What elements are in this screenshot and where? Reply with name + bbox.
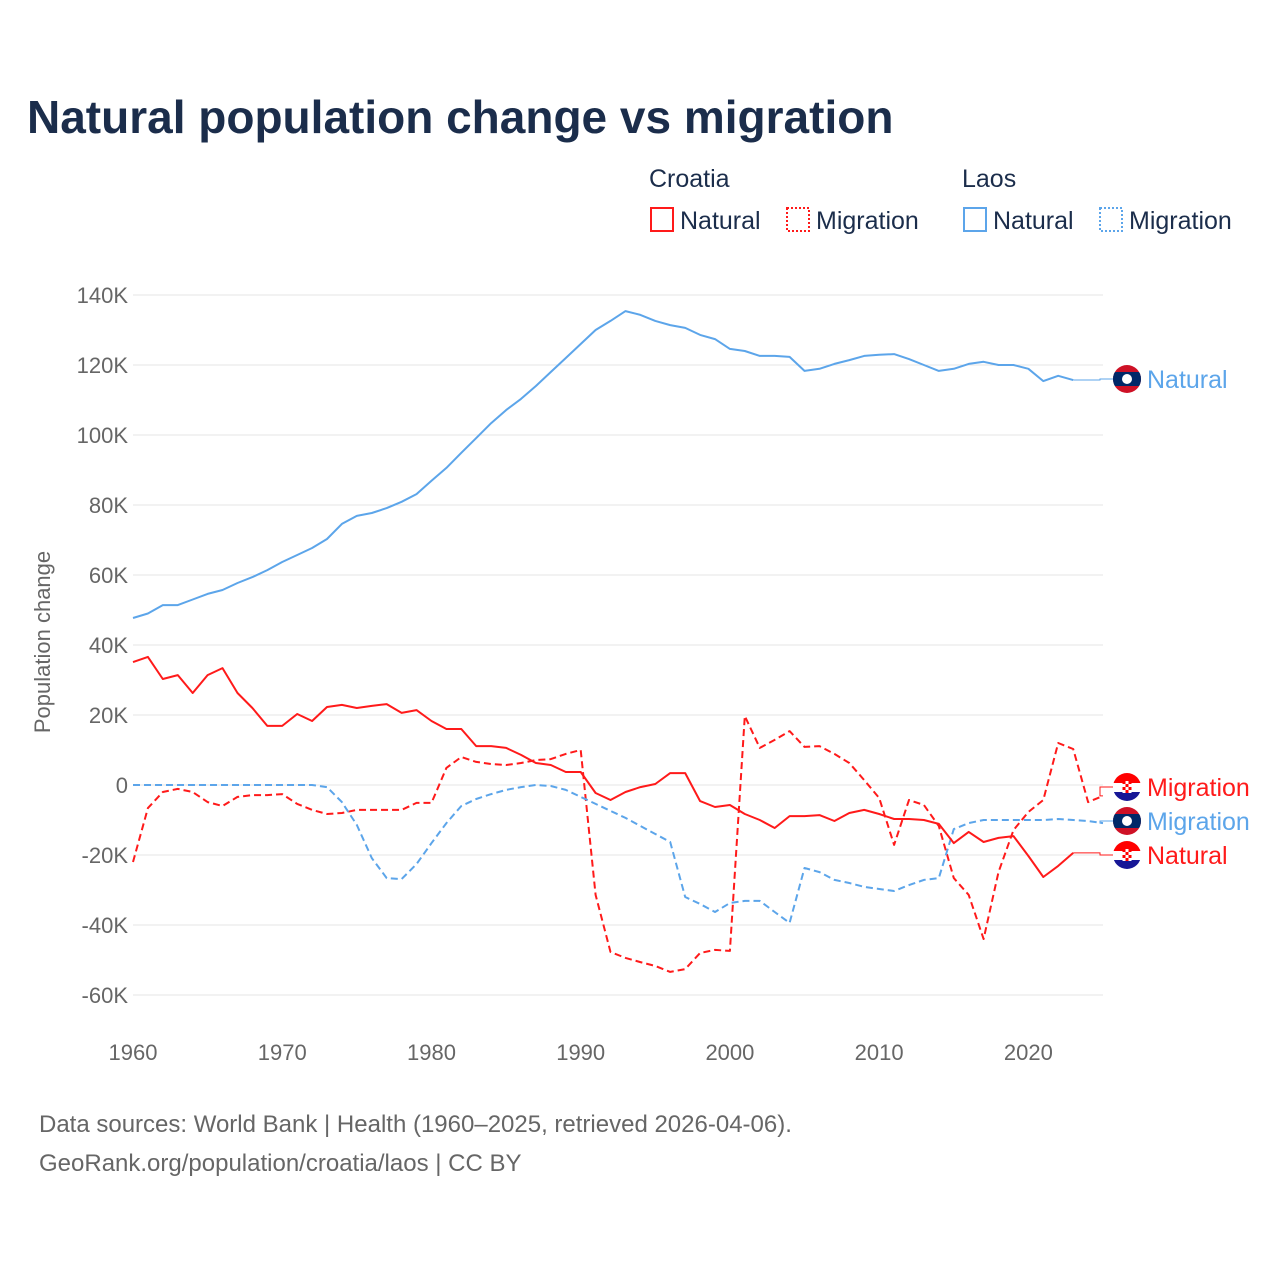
- legend-swatch-laos-natural: [963, 207, 987, 232]
- legend-swatch-croatia-migration: [786, 207, 810, 232]
- series-line-croatia-migration[interactable]: [132, 715, 1104, 973]
- legend-laos-natural[interactable]: Natural: [993, 207, 1074, 235]
- x-tick-label: 1980: [407, 1040, 456, 1065]
- y-tick-label: 20K: [89, 703, 128, 728]
- legend-swatch-croatia-natural: [650, 207, 674, 232]
- end-label-croatia-natural: Natural: [1147, 842, 1228, 870]
- croatia-flag-icon: [1113, 773, 1141, 801]
- y-tick-label: 100K: [77, 423, 129, 448]
- legend-group-laos: Laos: [962, 165, 1016, 193]
- x-tick-label: 2020: [1004, 1040, 1053, 1065]
- legend: Croatia Natural Migration Laos Natural M…: [649, 165, 1232, 235]
- laos-flag-icon: [1113, 365, 1141, 393]
- y-tick-label: 60K: [89, 563, 128, 588]
- y-tick-label: 120K: [77, 353, 129, 378]
- legend-group-croatia: Croatia: [649, 165, 730, 193]
- y-tick-label: -20K: [82, 843, 129, 868]
- x-tick-label: 2000: [705, 1040, 754, 1065]
- end-label-connector: [1073, 852, 1113, 856]
- legend-swatch-laos-migration: [1099, 207, 1123, 232]
- y-axis-label: Population change: [30, 551, 55, 733]
- laos-flag-icon: [1113, 807, 1141, 835]
- legend-croatia-migration[interactable]: Migration: [816, 207, 919, 235]
- croatia-flag-icon: [1113, 841, 1141, 869]
- x-tick-label: 1970: [258, 1040, 307, 1065]
- y-tick-label: 40K: [89, 633, 128, 658]
- series-line-laos-natural[interactable]: [132, 310, 1074, 619]
- x-tick-label: 1990: [556, 1040, 605, 1065]
- y-tick-label: -40K: [82, 913, 129, 938]
- x-tick-label: 2010: [855, 1040, 904, 1065]
- y-tick-label: 0: [116, 773, 128, 798]
- chart-title: Natural population change vs migration: [27, 91, 893, 143]
- end-label-connector: [1073, 378, 1113, 381]
- end-label-laos-migration: Migration: [1147, 808, 1250, 836]
- x-tick-label: 1960: [109, 1040, 158, 1065]
- legend-croatia-natural[interactable]: Natural: [680, 207, 761, 235]
- series-line-laos-migration[interactable]: [133, 784, 1104, 924]
- y-tick-label: 80K: [89, 493, 128, 518]
- y-tick-label: 140K: [77, 283, 129, 308]
- end-label-connector: [1099, 820, 1113, 824]
- series-line-croatia-natural[interactable]: [132, 655, 1074, 878]
- end-label-croatia-migration: Migration: [1147, 774, 1250, 802]
- footer-sources: Data sources: World Bank | Health (1960–…: [39, 1111, 792, 1138]
- end-label-laos-natural: Natural: [1147, 366, 1228, 394]
- end-label-connector: [1099, 786, 1113, 797]
- legend-laos-migration[interactable]: Migration: [1129, 207, 1232, 235]
- footer-link[interactable]: GeoRank.org/population/croatia/laos | CC…: [39, 1150, 522, 1177]
- y-tick-label: -60K: [82, 983, 129, 1008]
